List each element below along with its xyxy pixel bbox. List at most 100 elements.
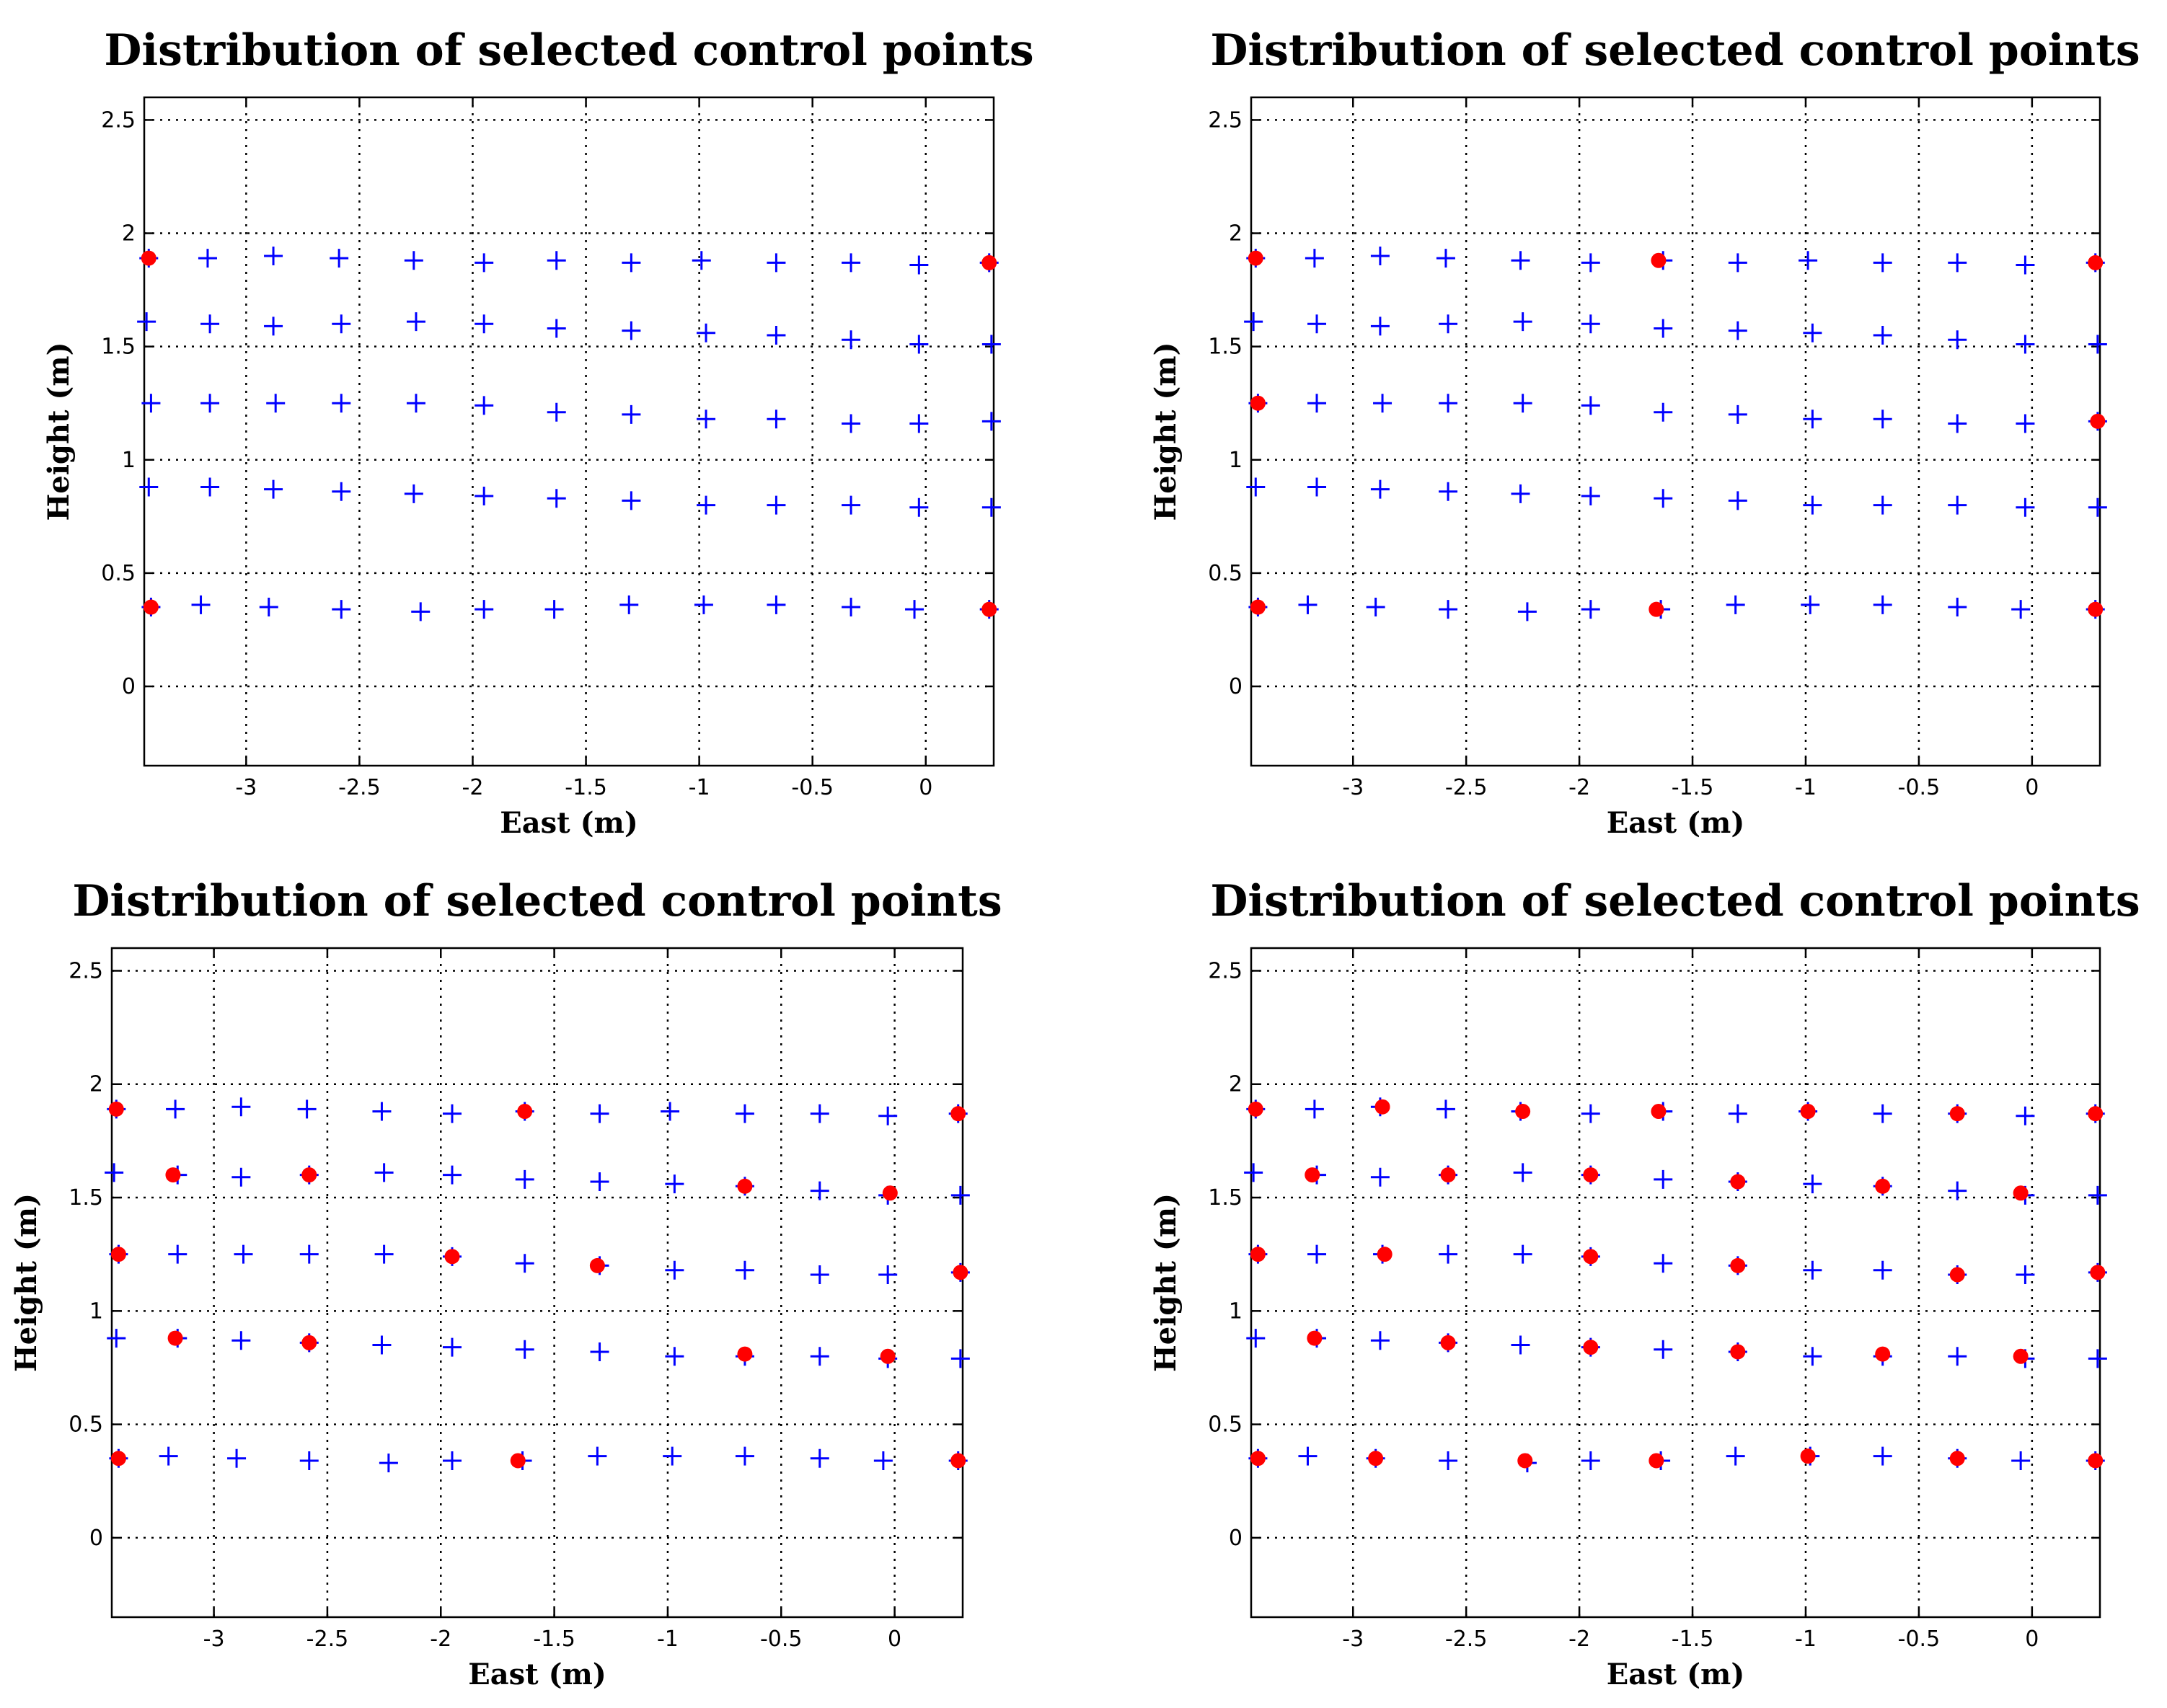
candidate-point [1305,249,1324,268]
x-tick-label: -0.5 [760,1627,803,1652]
candidate-point [697,410,716,429]
candidate-point [909,255,929,275]
selected-point [953,1265,968,1280]
candidate-point [1728,253,1747,273]
candidate-point [590,1104,609,1123]
selected-point [1583,1167,1599,1183]
candidate-point [1654,489,1673,508]
candidate-point [810,1347,829,1366]
candidate-point [1581,253,1600,273]
candidate-point [735,1260,754,1280]
selected-point [981,601,997,617]
candidate-point [810,1448,829,1468]
x-tick-label: -2 [430,1627,451,1652]
candidate-point [1799,251,1818,270]
candidate-point [515,1340,534,1359]
x-tick-label: 0 [919,775,932,800]
y-tick-label: 0.5 [1208,561,1243,586]
candidate-point [842,495,861,515]
candidate-point [1511,251,1530,270]
candidate-point [1654,402,1673,422]
candidate-point [842,330,861,350]
x-tick-label: -3 [1342,1627,1364,1652]
selected-point [1949,1106,1965,1122]
candidate-point [1439,314,1458,334]
candidate-point [909,414,929,433]
candidate-point [1244,1163,1263,1182]
selected-point [589,1257,605,1273]
candidate-point [2016,414,2035,433]
candidate-point [590,1342,609,1361]
candidate-point [1246,1329,1266,1348]
candidate-point [1439,482,1458,501]
candidate-point [372,1102,392,1121]
candidate-point [692,251,711,270]
candidate-point [1803,495,1822,515]
candidate-point [622,404,641,424]
candidate-point [1728,404,1747,424]
candidate-point [1873,1446,1892,1466]
candidate-point [1370,246,1390,265]
candidate-point [406,312,425,332]
selected-point [2013,1185,2029,1201]
candidate-point [1873,325,1892,345]
candidate-point [1728,321,1747,340]
y-tick-label: 1 [122,448,136,473]
candidate-point [1246,477,1266,497]
selected-point [510,1453,526,1469]
candidate-point [1511,484,1530,503]
candidate-point [1439,1244,1458,1264]
candidate-point [950,1349,970,1368]
y-tick-label: 2.5 [101,107,136,133]
selected-point [1250,1451,1266,1466]
selected-point [950,1106,966,1122]
candidate-point [1654,1169,1673,1189]
candidate-point [227,1448,247,1468]
y-tick-label: 0.5 [69,1412,103,1438]
candidate-point [1581,396,1600,415]
candidate-point [1370,1167,1390,1187]
candidate-point [1513,394,1532,413]
candidate-point [297,1099,317,1119]
candidate-point [1726,1446,1745,1466]
candidate-point [1803,1260,1822,1280]
selected-point [1250,395,1266,411]
candidate-point [1654,1254,1673,1273]
x-tick-label: -1.5 [533,1627,575,1652]
candidate-point [1873,595,1892,614]
chart-panel-4: Distribution of selected control points -… [1149,876,2140,1691]
y-tick-label: 2 [122,221,136,247]
x-tick-label: -1 [1795,775,1817,800]
candidate-point [547,489,566,508]
candidate-point [665,1260,684,1280]
selected-point [2088,601,2104,617]
y-tick-label: 2 [89,1072,103,1097]
candidate-point [1948,495,1967,515]
candidate-point [1654,319,1673,338]
candidate-point [1873,253,1892,273]
candidate-point [200,394,220,413]
candidate-point [622,253,641,273]
x-axis-label: East (m) [1607,806,1745,840]
candidate-point [200,314,220,334]
y-tick-label: 2.5 [1208,107,1243,133]
candidate-point [1373,394,1393,413]
candidate-point [191,595,211,614]
candidate-point [1948,330,1967,350]
x-axis-label: East (m) [1607,1658,1745,1691]
candidate-point [1726,595,1745,614]
candidate-point [767,253,786,273]
y-tick-label: 1 [1229,1298,1243,1324]
x-tick-label: -1 [657,1627,679,1652]
candidate-point [1581,1104,1600,1123]
axes-frame [110,947,964,1619]
x-tick-label: -3 [235,775,257,800]
candidate-point [1307,314,1327,334]
candidate-point [1307,394,1327,413]
candidate-point [264,246,283,265]
x-tick-label: -2 [1568,775,1590,800]
candidate-point [842,414,861,433]
candidate-point [588,1446,607,1466]
